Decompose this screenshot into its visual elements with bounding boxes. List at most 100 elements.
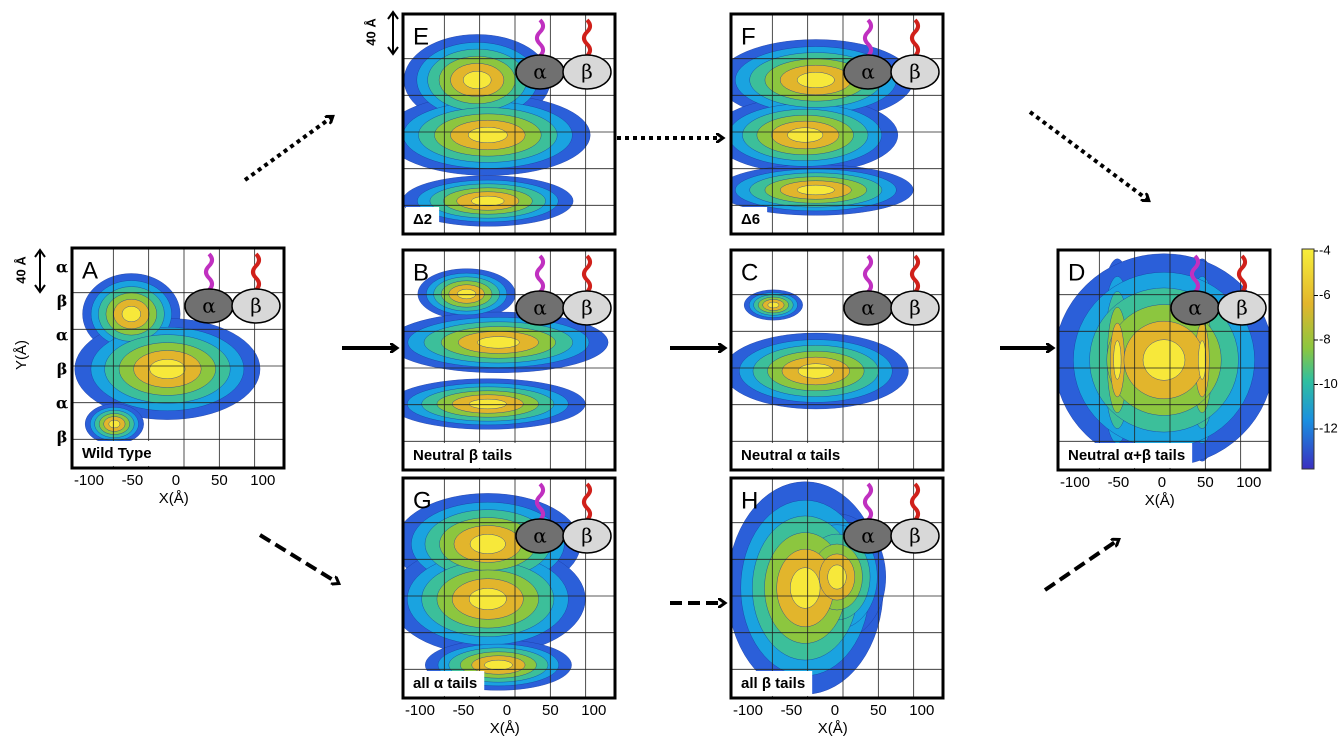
x-tick-label: 0 — [172, 472, 180, 489]
contour — [790, 567, 821, 609]
panel-label: Wild Type — [82, 445, 152, 462]
contour — [468, 588, 507, 610]
panel-frame — [729, 476, 945, 700]
arrow — [243, 117, 332, 182]
panel-letter: B — [413, 259, 429, 286]
label-bg — [406, 206, 440, 232]
colorbar-label: -6 — [1319, 287, 1331, 302]
alpha-label: α — [1188, 296, 1202, 320]
alpha-label: α — [202, 294, 216, 318]
contour-map — [731, 289, 909, 410]
contour-map — [403, 493, 586, 691]
contour — [796, 184, 835, 196]
x-axis-title: X(Å) — [1145, 492, 1175, 509]
x-tick-label: 100 — [909, 702, 934, 719]
y-tick-label: β — [57, 292, 68, 311]
x-axis-title: X(Å) — [490, 720, 520, 737]
panel-letter: H — [741, 487, 758, 514]
beta-label: β — [909, 524, 921, 548]
panel-letter: A — [82, 257, 98, 284]
contour — [468, 127, 508, 143]
contour-map — [731, 481, 886, 695]
contour — [121, 306, 141, 322]
panel-frame — [70, 246, 286, 470]
tail — [251, 252, 261, 292]
tail — [910, 254, 920, 294]
panel: C Neutral α tails α β — [729, 248, 945, 472]
x-tick-label: -100 — [733, 702, 763, 719]
tail — [863, 254, 873, 294]
panel-frame — [1056, 248, 1272, 472]
alpha-label: α — [533, 524, 547, 548]
x-tick-label: 0 — [503, 702, 511, 719]
x-tick-label: 0 — [831, 702, 839, 719]
tail — [535, 482, 545, 522]
contour — [457, 288, 477, 300]
contour — [827, 564, 847, 590]
x-tick-label: 100 — [581, 702, 606, 719]
x-tick-label: -50 — [781, 702, 803, 719]
label-bg — [734, 206, 768, 232]
contour — [1113, 340, 1122, 380]
scale-label: 40 Å — [363, 18, 378, 46]
x-axis-title: X(Å) — [818, 720, 848, 737]
beta-histone — [1217, 290, 1267, 326]
panel-frame — [729, 12, 945, 236]
colorbar-label: -10 — [1319, 376, 1338, 391]
panel-label: all α tails — [413, 675, 477, 692]
panel: B Neutral β tails α β — [401, 248, 617, 472]
x-tick-label: 0 — [1158, 474, 1166, 491]
panel-letter: E — [413, 23, 429, 50]
panel-label: Neutral β tails — [413, 447, 512, 464]
beta-label: β — [1236, 296, 1248, 320]
panel: F Δ6 α β — [729, 12, 945, 236]
contour — [468, 398, 507, 410]
contour-map — [403, 268, 609, 430]
label-bg — [734, 442, 848, 468]
x-tick-label: -50 — [122, 472, 144, 489]
arrow — [1028, 110, 1148, 200]
y-tick-label: β — [57, 428, 68, 447]
x-axis-title: X(Å) — [159, 490, 189, 507]
colorbar-label: -12 — [1319, 420, 1338, 435]
beta-histone — [890, 518, 940, 554]
y-tick-label: α — [56, 258, 68, 277]
scale-head — [387, 10, 399, 56]
panel-label: Δ2 — [413, 211, 432, 228]
x-tick-label: 50 — [1197, 474, 1214, 491]
x-tick-label: 50 — [542, 702, 559, 719]
panel-frame — [729, 248, 945, 472]
contour — [484, 659, 513, 671]
contour — [1142, 339, 1186, 381]
alpha-label: α — [861, 296, 875, 320]
contour — [787, 127, 824, 143]
contour — [108, 419, 121, 429]
tail — [1237, 254, 1247, 294]
contour — [796, 72, 835, 88]
label-bg — [406, 670, 485, 696]
beta-histone — [890, 290, 940, 326]
y-tick-label: β — [57, 360, 68, 379]
x-tick-label: -50 — [1108, 474, 1130, 491]
contour — [1198, 340, 1207, 380]
tail — [910, 482, 920, 522]
panel: E Δ2 α β — [401, 12, 617, 236]
tail — [1190, 254, 1200, 294]
arrows — [243, 110, 1148, 603]
y-axis-title: Y(Å) — [13, 340, 30, 370]
x-tick-label: 50 — [870, 702, 887, 719]
label-bg — [75, 440, 159, 466]
tail — [910, 18, 920, 58]
panel-letter: D — [1068, 259, 1085, 286]
beta-histone — [562, 290, 612, 326]
label-bg — [1061, 442, 1193, 468]
tail — [535, 254, 545, 294]
arrow — [1043, 540, 1118, 592]
alpha-label: α — [533, 296, 547, 320]
panel-letter: G — [413, 487, 432, 514]
beta-label: β — [909, 60, 921, 84]
x-tick-label: 100 — [1236, 474, 1261, 491]
arrow — [258, 533, 338, 583]
